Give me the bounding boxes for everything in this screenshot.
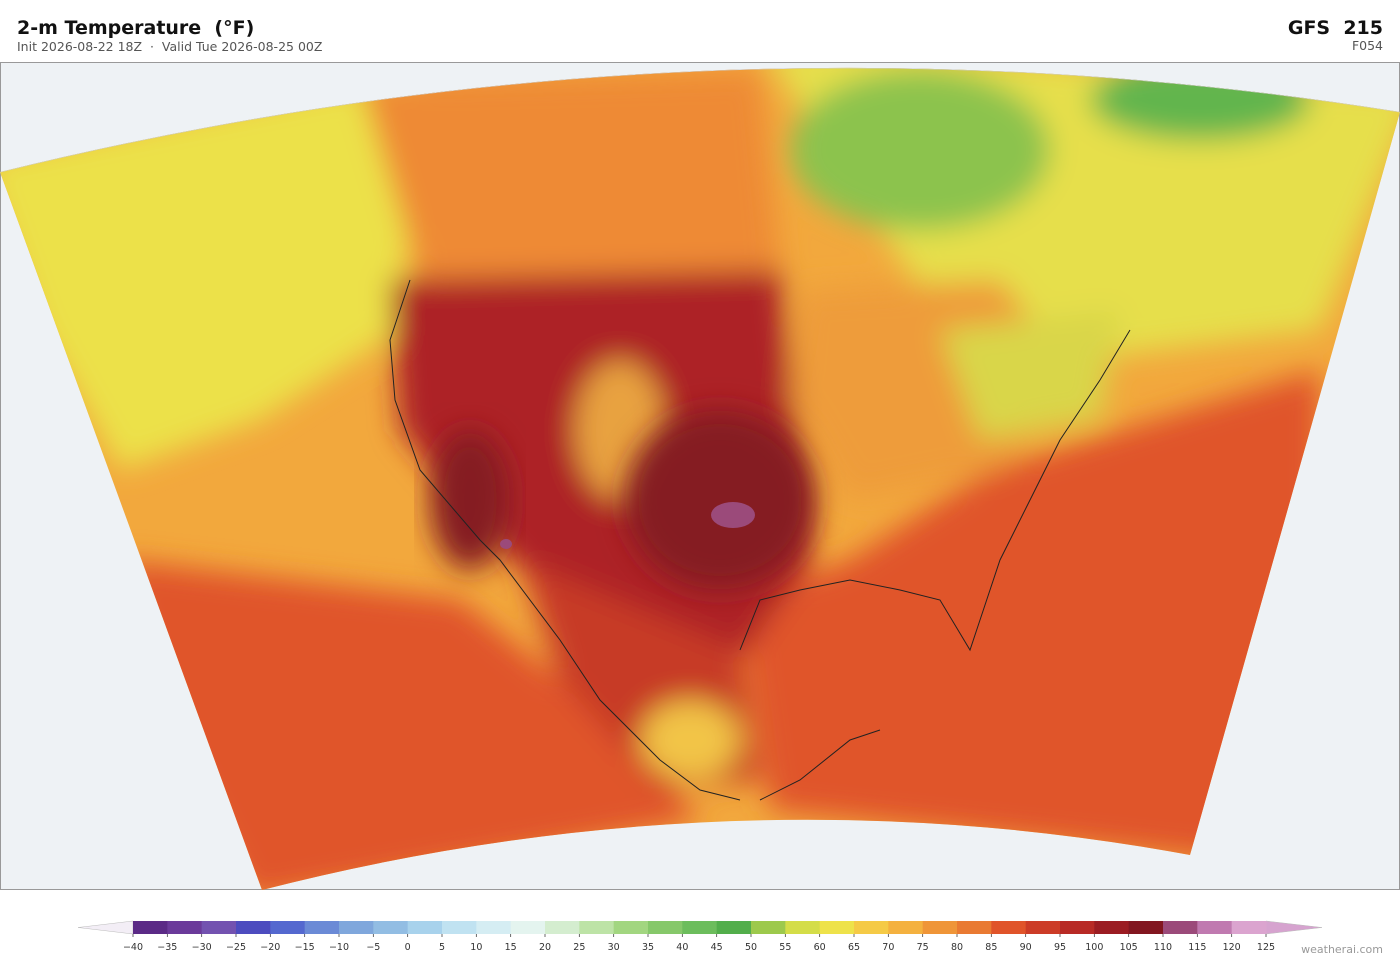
colorbar-segment [1163,921,1198,934]
colorbar-tick-label: 85 [985,942,997,953]
colorbar-segment [1060,921,1095,934]
colorbar-over [1265,920,1323,935]
colorbar-tick-label: −40 [123,942,143,953]
colorbar-tick-label: 35 [642,942,654,953]
colorbar-tick-label: 5 [439,942,445,953]
colorbar-tick-label: 20 [539,942,551,953]
map [0,62,1400,890]
colorbar-segment [510,921,546,934]
colorbar-segment [648,921,683,934]
colorbar-segment [545,921,580,934]
colorbar-tick-label: 115 [1188,942,1206,953]
colorbar-tick-label: 55 [779,942,791,953]
colorbar-tick-label: 65 [848,942,860,953]
colorbar-segment [922,921,958,934]
colorbar-tick-label: 75 [917,942,929,953]
colorbar-segment [1128,921,1164,934]
title: 2-m Temperature (°F) [17,17,254,39]
colorbar-segment [1231,921,1267,934]
colorbar-tick-label: 105 [1120,942,1138,953]
colorbar-tick-label: −15 [295,942,315,953]
colorbar-tick-label: 10 [470,942,482,953]
colorbar-tick-label: 70 [882,942,894,953]
colorbar-tick-label: −30 [192,942,212,953]
forecast-hour: F054 [1352,38,1383,53]
colorbar-tick-label: −10 [329,942,349,953]
colorbar-under [77,920,134,935]
colorbar-segment [270,921,306,934]
credit: weatherai.com [1301,943,1383,956]
colorbar-tick-label: 0 [405,942,411,953]
colorbar-tick-label: 95 [1054,942,1066,953]
colorbar-tick-label: 80 [951,942,963,953]
colorbar-segment [236,921,271,934]
colorbar-segment [201,921,237,934]
colorbar-segment [854,921,889,934]
subtitle: Init 2026-08-22 18Z · Valid Tue 2026-08-… [17,39,322,54]
colorbar-segment [888,921,924,934]
colorbar-segment [819,921,855,934]
colorbar-segment [407,921,443,934]
colorbar-tick-label: 60 [814,942,826,953]
colorbar-tick-label: 100 [1085,942,1103,953]
colorbar-segment [991,921,1027,934]
colorbar-segment [373,921,409,934]
colorbar-segment [785,921,821,934]
colorbar-tick-label: −35 [157,942,177,953]
colorbar-segment [133,921,168,934]
colorbar-tick-label: 90 [1020,942,1032,953]
colorbar-segment [167,921,203,934]
colorbar-segment [957,921,992,934]
colorbar-segment [1094,921,1130,934]
colorbar-segment [682,921,718,934]
colorbar-segment [1025,921,1061,934]
colorbar-segment [751,921,786,934]
colorbar-tick-label: 125 [1257,942,1275,953]
colorbar-segment [339,921,374,934]
colorbar-segment [304,921,340,934]
model: GFS 215 [1288,17,1383,39]
colorbar-segment [476,921,512,934]
colorbar-tick-label: −5 [366,942,380,953]
colorbar-tick-label: 15 [505,942,517,953]
colorbar-tick-label: 40 [676,942,688,953]
colorbar-segment [716,921,752,934]
colorbar-segment [579,921,615,934]
colorbar-tick-label: 30 [608,942,620,953]
colorbar: −40 −35 −30 −25 −20 −15 −10 −5 0 5 10 15 20 25 30 35 40 4… [77,920,1323,953]
colorbar-segment [1197,921,1233,934]
colorbar-segment [442,921,477,934]
colorbar-tick-label: 25 [573,942,585,953]
colorbar-tick-label: 50 [745,942,757,953]
colorbar-tick-label: 120 [1223,942,1241,953]
colorbar-tick-label: −25 [226,942,246,953]
colorbar-tick-label: −20 [260,942,280,953]
colorbar-tick-label: 110 [1154,942,1172,953]
colorbar-tick-label: 45 [711,942,723,953]
colorbar-segment [613,921,649,934]
